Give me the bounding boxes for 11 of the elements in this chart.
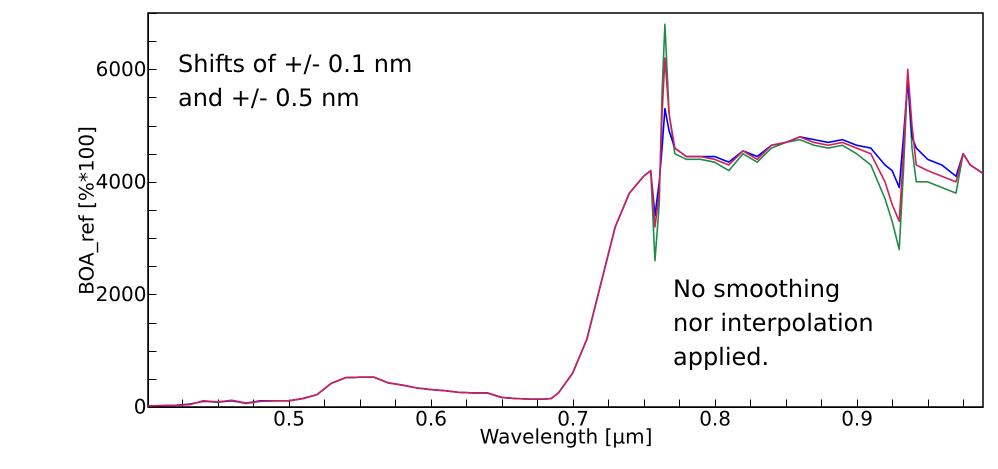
y-tick-label: 6000 [96, 56, 146, 81]
annotation: Shifts of +/- 0.1 nm and +/- 0.5 nm [178, 50, 412, 112]
y-tick-label: 4000 [96, 169, 146, 194]
annotation: No smoothing nor interpolation applied. [673, 275, 874, 371]
x-tick-label: 0.8 [699, 406, 732, 430]
x-tick-label: 0.9 [841, 406, 874, 430]
y-tick-label: 2000 [96, 282, 146, 306]
y-tick-label: 0 [134, 394, 146, 418]
x-tick-label: 0.5 [273, 406, 305, 430]
x-axis-title: Wavelength [μm] [480, 424, 652, 448]
x-tick-label: 0.6 [415, 406, 447, 430]
